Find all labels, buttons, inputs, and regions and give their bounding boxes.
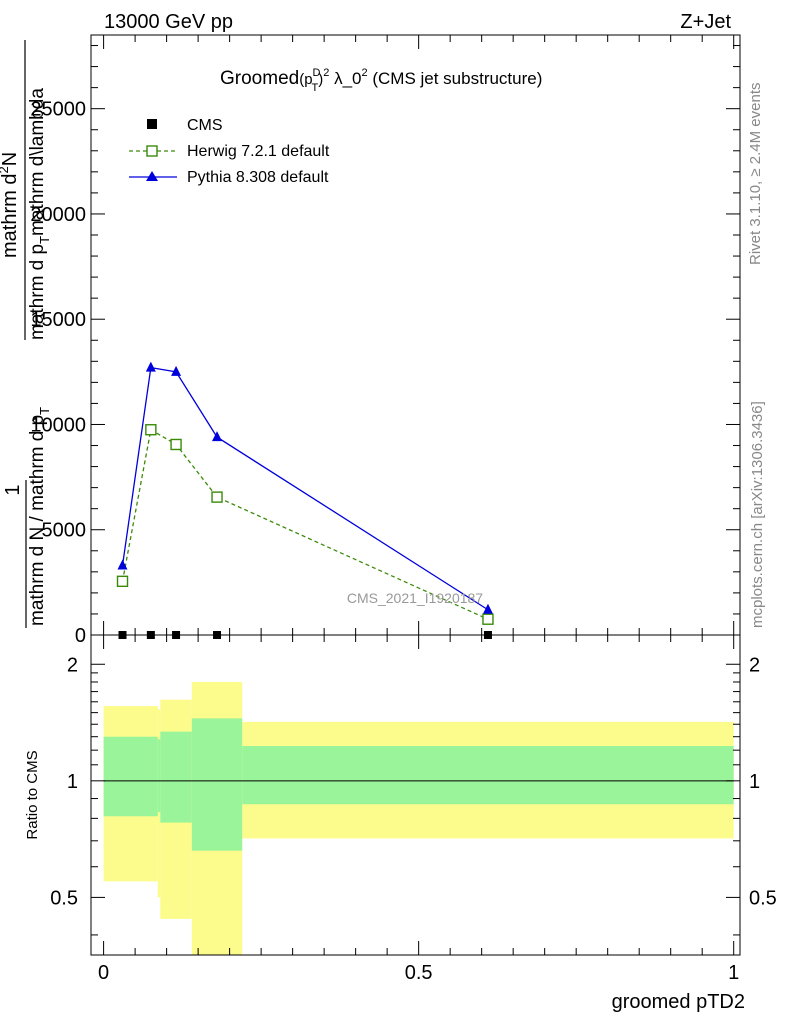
ratio-y-tick-label-right: 0.5 xyxy=(749,887,777,909)
legend: CMS Herwig 7.2.1 default Pythia 8.308 de… xyxy=(129,117,330,186)
y-tick-label: 15000 xyxy=(30,309,86,331)
ratio-y-tick-label-left: 1 xyxy=(67,771,78,793)
pythia-point xyxy=(145,361,156,372)
pythia-point xyxy=(212,431,223,442)
legend-marker-herwig xyxy=(146,145,158,157)
ylabel-one: 1 xyxy=(2,484,24,495)
ratio-ylabel: Ratio to CMS xyxy=(24,750,41,839)
legend-marker-pythia xyxy=(146,171,158,181)
herwig-point xyxy=(116,575,129,588)
main-axis-ticks: 0 5000 10000 15000 20000 25000 xyxy=(30,35,740,647)
legend-marker-cms xyxy=(147,119,157,129)
legend-label-herwig: Herwig 7.2.1 default xyxy=(187,143,330,160)
y-tick-label: 25000 xyxy=(30,99,86,121)
ratio-inner-band xyxy=(242,746,734,805)
herwig-point xyxy=(211,491,223,503)
ratio-axis-ticks: 0.5 0.5 1 1 2 2 0 0.5 1 xyxy=(50,635,777,984)
ratio-y-tick-label-right: 2 xyxy=(749,654,760,676)
y-tick-label: 10000 xyxy=(30,414,86,436)
main-plot-panel: 0 5000 10000 15000 20000 25000 CMS_2021_I1920… xyxy=(0,34,741,647)
x-tick-label: 0.5 xyxy=(405,962,433,984)
watermark: CMS_2021_I1920187 xyxy=(347,590,483,606)
mcplots-label: mcplots.cern.ch [arXiv:1306.3436] xyxy=(749,401,766,628)
ylabel-denominator: mathrm d pTmathrm d\lambda xyxy=(27,88,52,340)
ratio-inner-band xyxy=(191,718,243,851)
herwig-point xyxy=(170,438,182,451)
pythia-point xyxy=(117,559,128,570)
herwig-point xyxy=(482,613,494,625)
pythia-point xyxy=(482,603,493,614)
ylabel-small-denominator: mathrm d N / mathrm d pT xyxy=(27,407,52,626)
legend-item-cms: CMS xyxy=(147,117,223,134)
ratio-bands xyxy=(103,681,734,955)
main-ylabel: 1 mathrm d N / mathrm d pT mathrm d2N ma… xyxy=(0,40,52,628)
main-series-lines xyxy=(121,366,489,620)
header-right: Z+Jet xyxy=(680,11,731,33)
header-left: 13000 GeV pp xyxy=(104,11,233,33)
x-tick-label: 1 xyxy=(728,962,739,984)
ratio-y-tick-label-left: 0.5 xyxy=(50,887,78,909)
legend-item-pythia: Pythia 8.308 default xyxy=(129,169,329,186)
legend-item-herwig: Herwig 7.2.1 default xyxy=(129,143,330,160)
ratio-y-tick-label-left: 2 xyxy=(67,654,78,676)
rivet-label: Rivet 3.1.10, ≥ 2.4M events xyxy=(747,83,764,266)
x-tick-label: 0 xyxy=(98,962,109,984)
ylabel-numerator: mathrm d2N xyxy=(0,152,21,258)
x-axis-label: groomed pTD2 xyxy=(612,991,745,1013)
pythia-point xyxy=(171,365,182,376)
ratio-inner-band xyxy=(157,739,161,813)
legend-label-cms: CMS xyxy=(187,117,223,134)
y-tick-label: 20000 xyxy=(30,204,86,226)
ratio-y-tick-label-right: 1 xyxy=(749,771,760,793)
y-tick-label: 5000 xyxy=(42,520,87,542)
legend-label-pythia: Pythia 8.308 default xyxy=(187,169,329,186)
ratio-plot-panel: 0.5 0.5 1 1 2 2 0 0.5 1 Ratio to CMS groomed pTD… xyxy=(24,634,777,1013)
y-tick-label: 0 xyxy=(75,625,86,647)
ratio-inner-band xyxy=(103,736,158,817)
plot-title: Groomed(pD T)2 λ_02 (CMS jet substructure… xyxy=(220,67,542,94)
herwig-point xyxy=(145,424,157,436)
ratio-inner-band xyxy=(160,731,192,823)
ratio-plot-frame xyxy=(90,634,741,956)
series-line-2 xyxy=(121,366,489,611)
